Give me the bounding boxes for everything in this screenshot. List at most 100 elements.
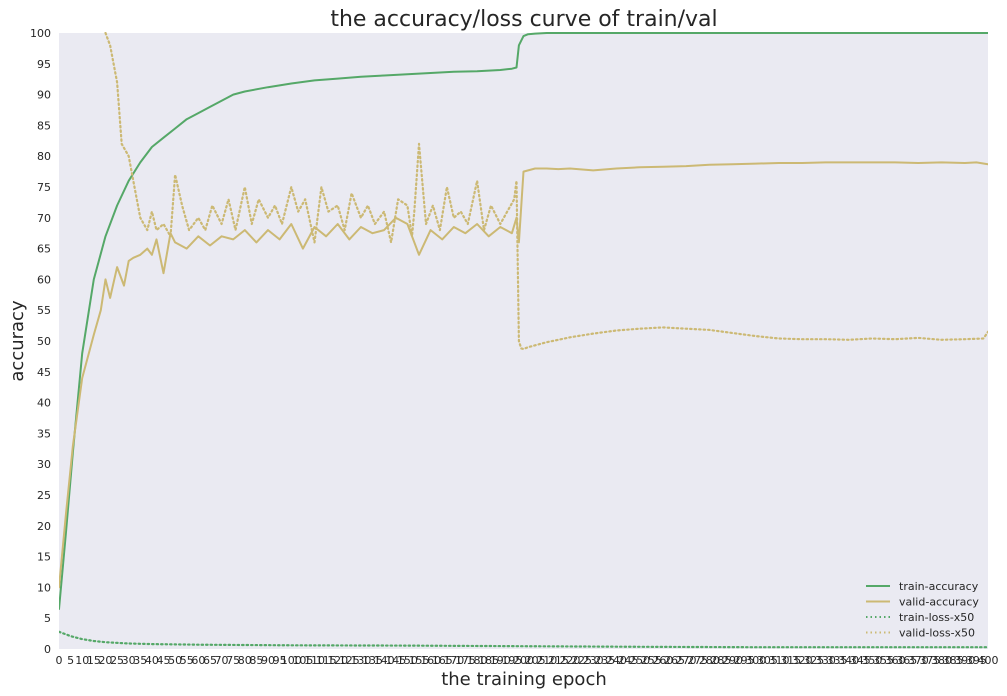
x-tick-label: 355 bbox=[873, 654, 894, 667]
x-tick-label: 0 bbox=[56, 654, 63, 667]
legend: train-accuracy valid-accuracy train-loss-x… bbox=[866, 580, 979, 640]
x-tick-label: 285 bbox=[710, 654, 731, 667]
y-tick-label: 30 bbox=[37, 458, 51, 471]
x-tick-label: 10 bbox=[75, 654, 89, 667]
y-tick-label: 35 bbox=[37, 427, 51, 440]
y-tick-label: 0 bbox=[44, 643, 51, 656]
x-tick-label: 50 bbox=[168, 654, 182, 667]
x-tick-label: 60 bbox=[191, 654, 205, 667]
y-tick-label: 60 bbox=[37, 273, 51, 286]
x-tick-label: 370 bbox=[908, 654, 929, 667]
x-tick-label: 325 bbox=[803, 654, 824, 667]
x-tick-label: 115 bbox=[316, 654, 337, 667]
x-tick-label: 130 bbox=[350, 654, 371, 667]
chart-title: the accuracy/loss curve of train/val bbox=[330, 7, 717, 32]
x-tick-label: 185 bbox=[478, 654, 499, 667]
x-tick-label: 335 bbox=[827, 654, 848, 667]
x-tick-label: 280 bbox=[699, 654, 720, 667]
y-tick-label: 50 bbox=[37, 335, 51, 348]
y-tick-label: 55 bbox=[37, 304, 51, 317]
x-tick-label: 120 bbox=[327, 654, 348, 667]
x-tick-label: 395 bbox=[966, 654, 987, 667]
x-axis-label: the training epoch bbox=[441, 669, 607, 690]
x-tick-label: 150 bbox=[397, 654, 418, 667]
x-tick-label: 55 bbox=[180, 654, 194, 667]
x-tick-label: 315 bbox=[780, 654, 801, 667]
series-line-valid-accuracy bbox=[59, 161, 988, 589]
series-line-train-accuracy bbox=[59, 32, 988, 610]
x-tick-label: 205 bbox=[525, 654, 546, 667]
series-line-valid-loss-x50 bbox=[104, 32, 988, 351]
x-tick-label: 270 bbox=[676, 654, 697, 667]
y-tick-label: 75 bbox=[37, 181, 51, 194]
y-tick-label: 95 bbox=[37, 58, 51, 71]
x-tick-label: 350 bbox=[861, 654, 882, 667]
x-tick-label: 300 bbox=[745, 654, 766, 667]
x-tick-label: 65 bbox=[203, 654, 217, 667]
x-tick-label: 345 bbox=[850, 654, 871, 667]
x-tick-label: 75 bbox=[226, 654, 240, 667]
x-tick-label: 220 bbox=[559, 654, 580, 667]
x-tick-label: 45 bbox=[157, 654, 171, 667]
x-tick-label: 95 bbox=[273, 654, 287, 667]
y-tick-label: 25 bbox=[37, 489, 51, 502]
legend-label: valid-accuracy bbox=[899, 596, 979, 609]
y-tick-label: 10 bbox=[37, 581, 51, 594]
y-tick-label: 45 bbox=[37, 366, 51, 379]
x-tick-label: 250 bbox=[629, 654, 650, 667]
x-tick-label: 310 bbox=[768, 654, 789, 667]
y-tick-label: 80 bbox=[37, 150, 51, 163]
x-tick-label: 265 bbox=[664, 654, 685, 667]
x-tick-label: 225 bbox=[571, 654, 592, 667]
legend-label: train-loss-x50 bbox=[899, 611, 974, 624]
x-tick-label: 320 bbox=[792, 654, 813, 667]
x-tick-label: 170 bbox=[443, 654, 464, 667]
x-tick-label: 385 bbox=[943, 654, 964, 667]
x-tick-label: 175 bbox=[455, 654, 476, 667]
series-line-train-loss-x50 bbox=[59, 630, 988, 649]
x-tick-label: 100 bbox=[281, 654, 302, 667]
x-tick-label: 290 bbox=[722, 654, 743, 667]
x-tick-label: 375 bbox=[919, 654, 940, 667]
x-tick-label: 365 bbox=[896, 654, 917, 667]
x-tick-label: 195 bbox=[501, 654, 522, 667]
x-tick-label: 160 bbox=[420, 654, 441, 667]
x-tick-label: 230 bbox=[583, 654, 604, 667]
x-tick-label: 165 bbox=[432, 654, 453, 667]
x-tick-label: 380 bbox=[931, 654, 952, 667]
x-tick-label: 180 bbox=[467, 654, 488, 667]
x-tick-label: 5 bbox=[67, 654, 74, 667]
x-tick-label: 30 bbox=[122, 654, 136, 667]
x-tick-label: 35 bbox=[133, 654, 147, 667]
x-tick-label: 210 bbox=[536, 654, 557, 667]
x-tick-labels: 0 5 10152025303540455055606570758085909510… bbox=[56, 654, 999, 667]
x-tick-label: 15 bbox=[87, 654, 101, 667]
y-tick-label: 5 bbox=[44, 612, 51, 625]
series-lines bbox=[59, 32, 988, 649]
x-tick-label: 70 bbox=[215, 654, 229, 667]
x-tick-label: 255 bbox=[641, 654, 662, 667]
y-tick-label: 90 bbox=[37, 89, 51, 102]
x-tick-label: 110 bbox=[304, 654, 325, 667]
x-tick-label: 330 bbox=[815, 654, 836, 667]
x-tick-label: 360 bbox=[885, 654, 906, 667]
x-tick-label: 295 bbox=[734, 654, 755, 667]
y-tick-label: 15 bbox=[37, 551, 51, 564]
y-tick-label: 70 bbox=[37, 212, 51, 225]
legend-label: valid-loss-x50 bbox=[899, 627, 975, 640]
legend-label: train-accuracy bbox=[899, 580, 979, 593]
x-tick-label: 40 bbox=[145, 654, 159, 667]
x-tick-label: 340 bbox=[838, 654, 859, 667]
plot-area bbox=[59, 33, 988, 649]
x-tick-label: 260 bbox=[652, 654, 673, 667]
x-tick-label: 240 bbox=[606, 654, 627, 667]
x-tick-label: 190 bbox=[490, 654, 511, 667]
x-tick-label: 215 bbox=[548, 654, 569, 667]
y-tick-label: 100 bbox=[30, 27, 51, 40]
x-tick-label: 275 bbox=[687, 654, 708, 667]
x-tick-label: 90 bbox=[261, 654, 275, 667]
x-tick-label: 305 bbox=[757, 654, 778, 667]
x-tick-label: 140 bbox=[374, 654, 395, 667]
x-tick-label: 125 bbox=[339, 654, 360, 667]
